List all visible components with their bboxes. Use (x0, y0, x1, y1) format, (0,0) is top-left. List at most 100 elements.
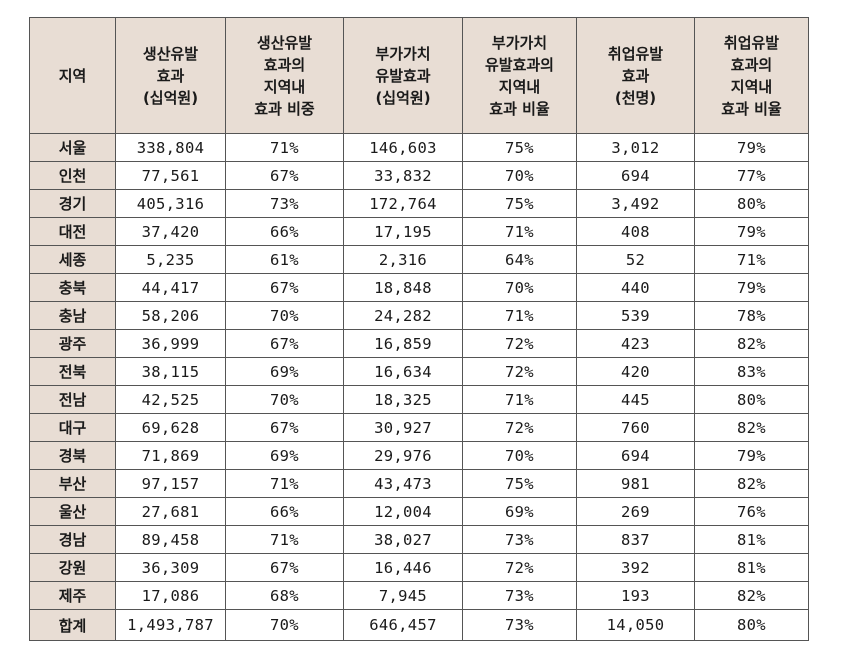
table-row: 경북 71,869 69% 29,976 70% 694 79% (29, 441, 809, 470)
cell-production-share: 71% (225, 133, 344, 162)
cell-production-effect: 27,681 (115, 497, 226, 526)
cell-production-effect: 17,086 (115, 581, 226, 610)
total-row: 합계 1,493,787 70% 646,457 73% 14,050 80% (29, 609, 809, 641)
cell-employment-ratio: 79% (694, 273, 809, 302)
cell-employment-effect: 837 (576, 525, 695, 554)
cell-value-added-effect: 12,004 (343, 497, 463, 526)
cell-employment-effect: 269 (576, 497, 695, 526)
cell-employment-effect: 3,492 (576, 189, 695, 218)
cell-value-added-ratio: 64% (462, 245, 577, 274)
cell-value-added-effect: 2,316 (343, 245, 463, 274)
cell-production-effect: 5,235 (115, 245, 226, 274)
cell-value-added-ratio: 71% (462, 385, 577, 414)
total-cell-employment-effect: 14,050 (576, 609, 695, 641)
cell-value-added-ratio: 73% (462, 525, 577, 554)
cell-value-added-effect: 43,473 (343, 469, 463, 498)
regional-effects-table-container: 지역 생산유발 효과 (십억원) 생산유발 효과의 지역내 효과 비중 부가가치… (29, 17, 809, 641)
cell-value-added-effect: 7,945 (343, 581, 463, 610)
table-row: 대구 69,628 67% 30,927 72% 760 82% (29, 413, 809, 442)
cell-value-added-ratio: 72% (462, 553, 577, 582)
cell-value-added-effect: 18,848 (343, 273, 463, 302)
cell-production-share: 66% (225, 217, 344, 246)
table-row: 제주 17,086 68% 7,945 73% 193 82% (29, 581, 809, 610)
cell-value-added-ratio: 75% (462, 469, 577, 498)
header-value-added-effect: 부가가치 유발효과 (십억원) (343, 17, 463, 134)
cell-production-effect: 97,157 (115, 469, 226, 498)
header-row: 지역 생산유발 효과 (십억원) 생산유발 효과의 지역내 효과 비중 부가가치… (29, 17, 809, 134)
cell-employment-ratio: 81% (694, 553, 809, 582)
cell-value-added-ratio: 69% (462, 497, 577, 526)
table-row: 전북 38,115 69% 16,634 72% 420 83% (29, 357, 809, 386)
cell-production-share: 69% (225, 441, 344, 470)
table-row: 강원 36,309 67% 16,446 72% 392 81% (29, 553, 809, 582)
cell-production-share: 67% (225, 329, 344, 358)
cell-region: 울산 (29, 497, 116, 526)
cell-employment-effect: 760 (576, 413, 695, 442)
cell-production-share: 71% (225, 525, 344, 554)
cell-region: 강원 (29, 553, 116, 582)
cell-production-effect: 44,417 (115, 273, 226, 302)
cell-employment-ratio: 82% (694, 581, 809, 610)
cell-value-added-effect: 38,027 (343, 525, 463, 554)
header-employment-effect: 취업유발 효과 (천명) (576, 17, 695, 134)
cell-employment-ratio: 79% (694, 441, 809, 470)
cell-region: 인천 (29, 161, 116, 190)
cell-production-share: 67% (225, 413, 344, 442)
cell-value-added-effect: 16,446 (343, 553, 463, 582)
cell-employment-ratio: 79% (694, 133, 809, 162)
cell-value-added-ratio: 70% (462, 273, 577, 302)
cell-production-share: 73% (225, 189, 344, 218)
cell-value-added-ratio: 71% (462, 217, 577, 246)
cell-production-share: 67% (225, 273, 344, 302)
cell-region: 경남 (29, 525, 116, 554)
cell-production-share: 67% (225, 553, 344, 582)
cell-employment-effect: 423 (576, 329, 695, 358)
cell-production-effect: 42,525 (115, 385, 226, 414)
cell-employment-ratio: 77% (694, 161, 809, 190)
cell-employment-ratio: 81% (694, 525, 809, 554)
cell-employment-ratio: 82% (694, 329, 809, 358)
header-value-added-ratio: 부가가치 유발효과의 지역내 효과 비율 (462, 17, 577, 134)
cell-value-added-ratio: 70% (462, 161, 577, 190)
table-body: 서울 338,804 71% 146,603 75% 3,012 79% 인천 77,561 67… (29, 133, 809, 641)
cell-employment-effect: 420 (576, 357, 695, 386)
cell-employment-ratio: 71% (694, 245, 809, 274)
cell-production-effect: 38,115 (115, 357, 226, 386)
cell-value-added-effect: 16,859 (343, 329, 463, 358)
cell-production-share: 70% (225, 301, 344, 330)
table-row: 부산 97,157 71% 43,473 75% 981 82% (29, 469, 809, 498)
cell-production-share: 71% (225, 469, 344, 498)
total-cell-production-effect: 1,493,787 (115, 609, 226, 641)
cell-employment-ratio: 80% (694, 189, 809, 218)
cell-production-effect: 71,869 (115, 441, 226, 470)
cell-employment-effect: 981 (576, 469, 695, 498)
cell-production-effect: 77,561 (115, 161, 226, 190)
cell-employment-effect: 694 (576, 441, 695, 470)
table-row: 광주 36,999 67% 16,859 72% 423 82% (29, 329, 809, 358)
cell-region: 제주 (29, 581, 116, 610)
table-row: 경기 405,316 73% 172,764 75% 3,492 80% (29, 189, 809, 218)
table-row: 대전 37,420 66% 17,195 71% 408 79% (29, 217, 809, 246)
table-row: 세종 5,235 61% 2,316 64% 52 71% (29, 245, 809, 274)
cell-region: 충북 (29, 273, 116, 302)
cell-employment-effect: 440 (576, 273, 695, 302)
cell-value-added-effect: 172,764 (343, 189, 463, 218)
cell-employment-ratio: 76% (694, 497, 809, 526)
cell-value-added-effect: 24,282 (343, 301, 463, 330)
cell-production-effect: 405,316 (115, 189, 226, 218)
header-production-share: 생산유발 효과의 지역내 효과 비중 (225, 17, 344, 134)
cell-production-share: 69% (225, 357, 344, 386)
cell-region: 광주 (29, 329, 116, 358)
cell-region: 서울 (29, 133, 116, 162)
cell-value-added-effect: 29,976 (343, 441, 463, 470)
cell-region: 경북 (29, 441, 116, 470)
cell-production-effect: 37,420 (115, 217, 226, 246)
cell-employment-ratio: 78% (694, 301, 809, 330)
cell-employment-ratio: 79% (694, 217, 809, 246)
cell-employment-effect: 445 (576, 385, 695, 414)
cell-region: 경기 (29, 189, 116, 218)
cell-value-added-ratio: 70% (462, 441, 577, 470)
cell-production-effect: 69,628 (115, 413, 226, 442)
cell-production-effect: 338,804 (115, 133, 226, 162)
table-row: 서울 338,804 71% 146,603 75% 3,012 79% (29, 133, 809, 162)
